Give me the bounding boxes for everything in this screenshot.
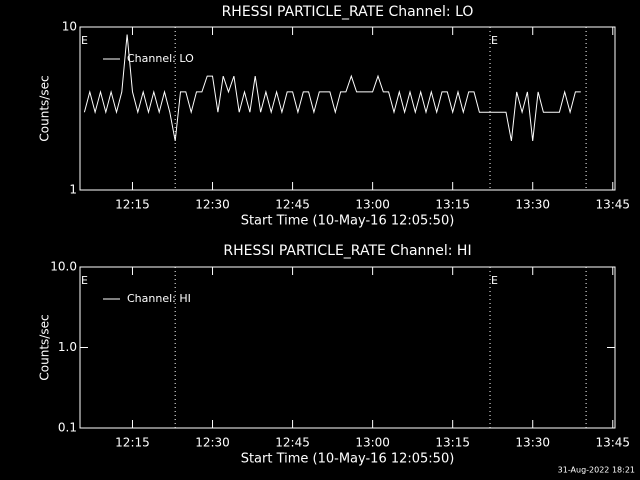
y-tick-label: 1 — [69, 183, 77, 197]
y-tick-label: 10 — [62, 20, 77, 34]
annotation: E — [491, 34, 498, 47]
x-tick-label: 12:15 — [115, 198, 150, 212]
y-tick-label: 0.1 — [58, 421, 77, 435]
x-tick-label: 13:00 — [355, 436, 390, 450]
plot-frame — [79, 26, 616, 191]
x-axis-label: Start Time (10-May-16 12:05:50) — [241, 452, 455, 467]
x-tick-label: 12:45 — [275, 436, 310, 450]
x-tick-label: 13:45 — [595, 436, 630, 450]
x-tick-label: 13:30 — [515, 198, 550, 212]
footer: 31-Aug-2022 18:21 — [558, 466, 635, 475]
x-tick-label: 13:00 — [355, 198, 390, 212]
annotation: E — [491, 274, 498, 287]
y-axis-label: Counts/sec — [38, 75, 52, 141]
y-tick-label: 1.0 — [58, 340, 77, 354]
x-axis-label: Start Time (10-May-16 12:05:50) — [241, 214, 455, 229]
legend-label: Channel: HI — [127, 292, 191, 305]
annotation: E — [81, 34, 88, 47]
x-tick-label: 13:30 — [515, 436, 550, 450]
x-tick-label: 12:30 — [195, 436, 230, 450]
x-tick-label: 12:30 — [195, 198, 230, 212]
x-tick-label: 13:15 — [435, 436, 470, 450]
y-axis-label: Counts/sec — [38, 314, 52, 380]
chart-title: RHESSI PARTICLE_RATE Channel: HI — [223, 243, 471, 259]
x-tick-label: 12:15 — [115, 436, 150, 450]
x-tick-label: 13:15 — [435, 198, 470, 212]
annotation: E — [81, 274, 88, 287]
data-line — [83, 34, 581, 141]
x-tick-label: 13:45 — [595, 198, 630, 212]
legend-label: Channel: LO — [127, 52, 194, 65]
x-tick-label: 12:45 — [275, 198, 310, 212]
y-tick-label: 10.0 — [50, 260, 77, 274]
chart-title: RHESSI PARTICLE_RATE Channel: LO — [222, 4, 474, 20]
